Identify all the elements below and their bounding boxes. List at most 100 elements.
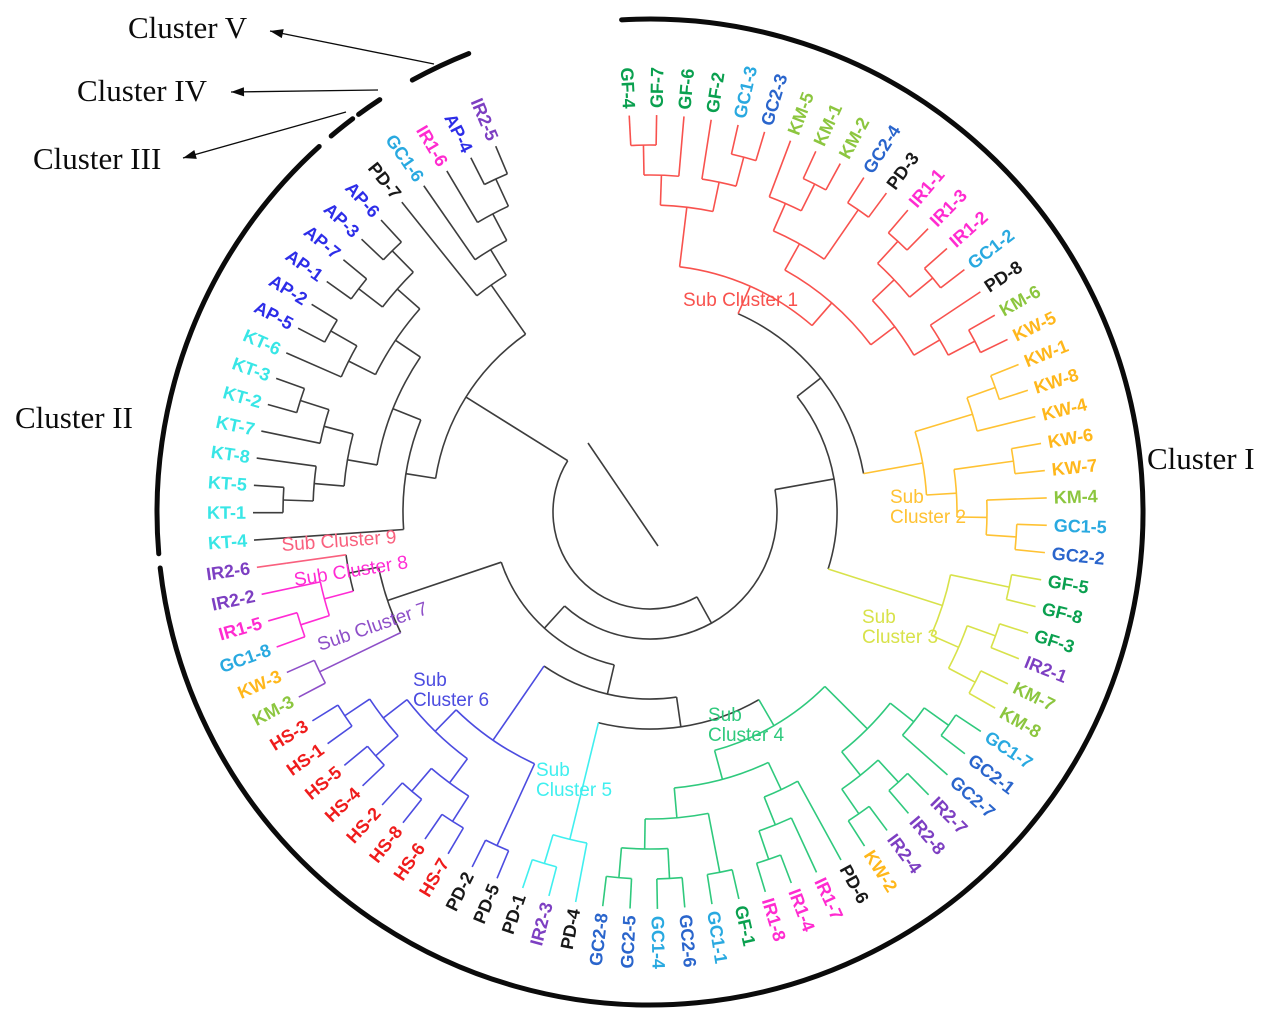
branch-arc — [377, 566, 402, 633]
branch-arc — [374, 308, 421, 375]
branch — [784, 243, 801, 271]
branch — [755, 862, 767, 893]
branch — [392, 407, 422, 421]
leaf-labels: GF-4 GF-7 GF-6 GF-2 GC1-3GC2-3KM-5KM-1KM-2GC… — [205, 64, 1107, 969]
branch-arc — [763, 780, 799, 798]
branch-arc — [406, 699, 468, 760]
branch — [790, 817, 818, 873]
branch — [629, 878, 633, 909]
branch — [327, 725, 353, 745]
branch-arc — [485, 839, 509, 852]
branch — [395, 339, 421, 358]
branch-arc — [940, 714, 957, 736]
leaf-label: GC2-2 — [1051, 543, 1106, 568]
branch — [268, 611, 298, 622]
leaf-label: IR1-4 — [784, 886, 818, 934]
branch — [772, 203, 787, 232]
branch — [755, 131, 766, 161]
leaf-label: PD-2 — [442, 869, 478, 915]
branch — [323, 425, 354, 435]
branch — [655, 115, 658, 146]
cluster-arcs — [154, 16, 1146, 1008]
branch — [496, 763, 536, 846]
branch — [713, 750, 724, 780]
leaf-label: GC1-1 — [703, 909, 731, 964]
branch — [423, 185, 476, 261]
branch-arc — [477, 205, 509, 224]
branch — [411, 767, 432, 792]
subcluster-label: Sub Cluster 2 — [890, 487, 966, 528]
leaf-label: KT-3 — [229, 353, 272, 385]
branch — [980, 670, 1009, 685]
branch — [712, 181, 720, 212]
branch — [659, 175, 663, 206]
cluster-label: Cluster IV — [77, 73, 208, 108]
branch — [999, 389, 1029, 401]
branch — [730, 124, 739, 155]
branch — [606, 664, 615, 695]
branch-arc — [366, 745, 385, 766]
branch — [311, 303, 338, 321]
branch — [387, 561, 502, 602]
branch — [348, 566, 379, 574]
leaf-label: PD-5 — [469, 881, 503, 927]
branch — [521, 859, 534, 889]
branch — [361, 238, 384, 261]
branch — [1014, 548, 1045, 554]
branch — [678, 207, 688, 267]
branch — [867, 192, 888, 218]
branch-arc — [784, 269, 872, 346]
branch — [494, 145, 509, 175]
branch — [391, 250, 414, 273]
cluster-label: Cluster II — [15, 400, 133, 435]
branch — [990, 363, 1019, 377]
branch — [261, 581, 321, 596]
branch-arc — [313, 659, 327, 684]
branch — [470, 157, 486, 185]
branch — [628, 115, 632, 146]
branch — [667, 848, 671, 879]
branch-arc — [947, 625, 968, 669]
branch-arc — [756, 854, 781, 864]
branch — [574, 842, 588, 903]
branch-arc — [484, 173, 508, 186]
branch-arc — [847, 805, 870, 822]
branch — [868, 805, 888, 831]
branch — [968, 692, 996, 709]
branch — [986, 534, 1017, 538]
leaf-label: KW-6 — [1046, 425, 1094, 453]
branch-arc — [441, 813, 464, 829]
branch — [796, 377, 822, 398]
leaf-label: KT-1 — [207, 503, 246, 523]
branch — [405, 472, 436, 480]
branch — [696, 596, 713, 624]
leaf-label: GF-6 — [675, 68, 698, 111]
branch-arc — [674, 761, 769, 789]
subcluster-label: Sub Cluster 1 — [683, 290, 798, 311]
branch — [326, 280, 352, 300]
branch-arc — [923, 267, 942, 289]
branch-arc — [769, 196, 802, 212]
branch-arc — [282, 487, 285, 513]
branch — [465, 396, 569, 462]
branch-arc — [989, 375, 1001, 400]
branch — [434, 709, 457, 732]
branch — [261, 430, 321, 445]
leaf-label: KT-5 — [207, 472, 247, 495]
branch — [701, 119, 712, 180]
leaf-label: KT-7 — [214, 412, 256, 440]
leaf-label: GF-5 — [1046, 571, 1090, 598]
leaf-label: KT-4 — [207, 531, 247, 554]
branch — [297, 327, 326, 343]
branch — [841, 751, 862, 776]
branch — [847, 820, 866, 847]
branch — [1011, 573, 1042, 581]
branch — [914, 413, 973, 433]
branch — [968, 314, 996, 331]
branch — [889, 702, 915, 723]
branch — [601, 876, 608, 907]
branch — [401, 201, 478, 297]
branch — [955, 714, 982, 733]
branch-arc — [350, 278, 368, 300]
branch — [256, 457, 317, 468]
